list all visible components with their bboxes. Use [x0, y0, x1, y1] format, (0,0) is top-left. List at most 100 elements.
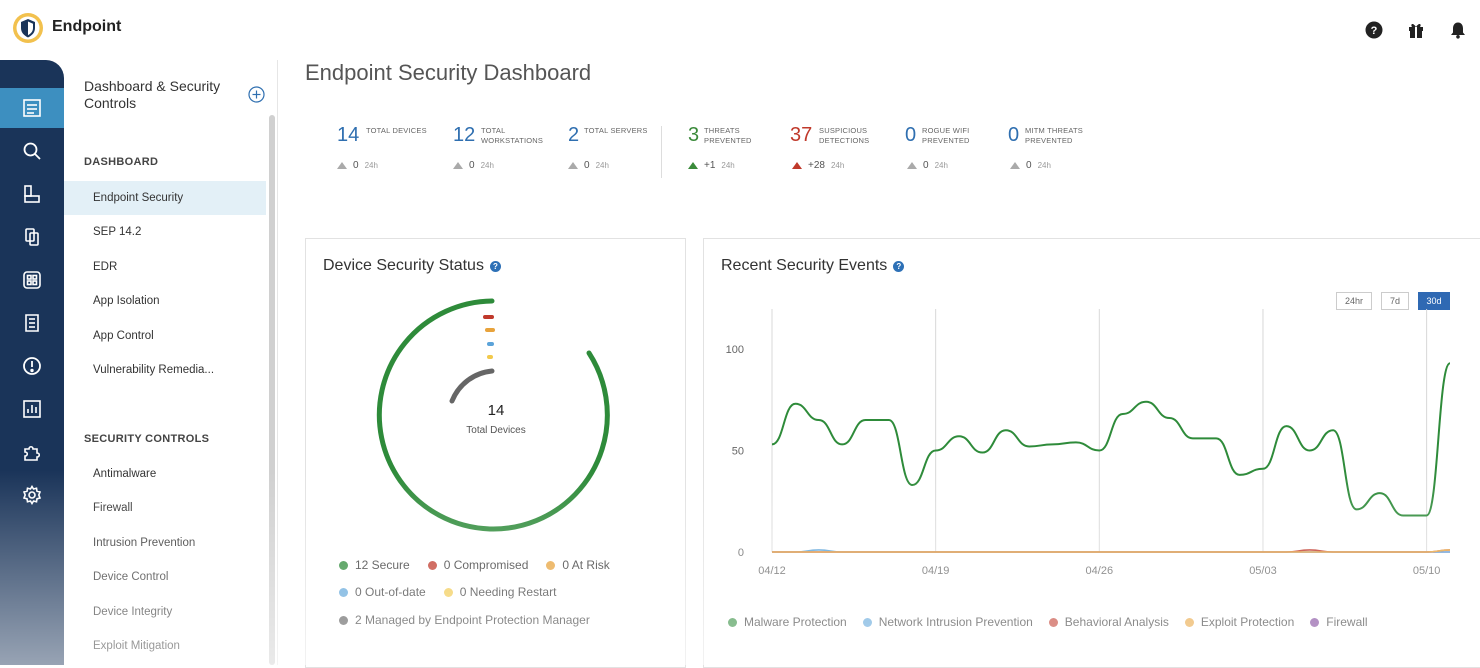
sidebar-section-security-controls: SECURITY CONTROLS [84, 433, 210, 445]
trend-flat-icon [907, 162, 917, 169]
rail-policies[interactable] [0, 217, 64, 257]
trend-up-icon [792, 162, 802, 169]
trend-up-icon [688, 162, 698, 169]
donut-center-label: Total Devices [466, 425, 525, 436]
dot-icon [339, 587, 348, 597]
stat-value: 12 [453, 124, 476, 146]
legend-malware-protection[interactable]: Malware Protection [728, 615, 847, 629]
stat-value: 0 [1008, 124, 1020, 146]
y-tick-label: 100 [726, 344, 744, 356]
reports-icon [25, 314, 39, 332]
help-icon[interactable]: ? [1364, 20, 1384, 40]
dashboard-icon [23, 99, 41, 117]
apps-icon [23, 271, 41, 289]
legend-compromised[interactable]: 0 Compromised [427, 558, 528, 572]
stat-value: 14 [337, 124, 360, 146]
sidebar-item-device-control[interactable]: Device Control [93, 571, 169, 583]
stat-delta: 0 24h [568, 160, 609, 171]
x-tick-label: 04/26 [1086, 565, 1114, 577]
dot-icon [339, 615, 348, 625]
stat-delta: 0 24h [907, 160, 948, 171]
dot-icon [339, 560, 348, 570]
sidebar-item-exploit-mitigation[interactable]: Exploit Mitigation [93, 640, 180, 652]
dot-icon [1184, 617, 1194, 627]
x-tick-label: 05/03 [1249, 565, 1277, 577]
y-tick-label: 50 [732, 446, 744, 458]
help-icon[interactable]: ? [893, 260, 905, 272]
sidebar-item-vulnerability-remediation[interactable]: Vulnerability Remedia... [93, 364, 215, 376]
range-7d-button[interactable]: 7d [1381, 292, 1409, 310]
stat-label: THREATS PREVENTED [704, 126, 752, 145]
series-line-malware-protection[interactable] [771, 362, 1451, 517]
dot-icon [1310, 617, 1320, 627]
gift-icon[interactable] [1406, 20, 1426, 40]
sidebar-item-device-integrity[interactable]: Device Integrity [93, 606, 173, 618]
rail-devices[interactable] [0, 174, 64, 214]
settings-icon [22, 485, 42, 505]
rail-integrations[interactable] [0, 432, 64, 472]
search-icon [23, 142, 41, 160]
x-tick-label: 05/10 [1413, 565, 1441, 577]
x-tick-label: 04/19 [922, 565, 950, 577]
rail-analytics[interactable] [0, 389, 64, 429]
legend-out-of-date[interactable]: 0 Out-of-date [339, 585, 426, 599]
dot-icon [728, 617, 737, 627]
main-content: Endpoint Security Dashboard 14 TOTAL DEV… [279, 58, 1480, 668]
sidebar-item-app-control[interactable]: App Control [93, 330, 154, 342]
device-status-donut: 14 Total Devices [376, 298, 610, 532]
legend-exploit-protection[interactable]: Exploit Protection [1184, 615, 1294, 629]
device-status-title: Device Security Status ? [323, 257, 501, 275]
stat-delta: +1 24h [688, 160, 735, 171]
legend-at-risk[interactable]: 0 At Risk [546, 558, 610, 572]
rail-dashboard[interactable] [0, 88, 64, 128]
sidebar-item-firewall[interactable]: Firewall [93, 502, 133, 514]
device-status-legend-row-2: 0 Out-of-date 0 Needing Restart [339, 585, 556, 599]
add-circle-icon[interactable] [248, 86, 265, 103]
stat-delta: +28 24h [792, 160, 844, 171]
trend-flat-icon [1010, 162, 1020, 169]
dot-icon [427, 560, 437, 570]
rail-alerts[interactable] [0, 346, 64, 386]
help-icon[interactable]: ? [489, 260, 501, 272]
trend-flat-icon [337, 162, 347, 169]
dot-icon [546, 560, 556, 570]
sidebar-title: Dashboard & Security Controls [84, 78, 221, 111]
series-line-exploit-protection[interactable] [772, 549, 1451, 553]
legend-needing-restart[interactable]: 0 Needing Restart [443, 585, 556, 599]
rail-settings[interactable] [0, 475, 64, 515]
sidebar-item-sep[interactable]: SEP 14.2 [93, 226, 142, 238]
sidebar-item-endpoint-security[interactable]: Endpoint Security [64, 181, 266, 215]
stat-value: 37 [790, 124, 813, 146]
events-legend: Malware Protection Network Intrusion Pre… [728, 615, 1368, 629]
sidebar-item-intrusion-prevention[interactable]: Intrusion Prevention [93, 537, 196, 549]
bell-icon[interactable] [1448, 20, 1468, 40]
legend-behavioral-analysis[interactable]: Behavioral Analysis [1048, 615, 1169, 629]
secondary-sidebar: Dashboard & Security Controls DASHBOARD … [64, 60, 278, 665]
stat-label: TOTAL WORKSTATIONS [481, 126, 544, 145]
sidebar-item-antimalware[interactable]: Antimalware [93, 468, 157, 480]
stat-value: 0 [905, 124, 917, 146]
events-title: Recent Security Events ? [721, 257, 905, 275]
sidebar-scrollbar[interactable] [269, 115, 275, 665]
y-tick-label: 0 [738, 547, 744, 559]
sidebar-item-app-isolation[interactable]: App Isolation [93, 295, 160, 307]
stats-divider [661, 126, 662, 178]
stat-delta: 0 24h [1010, 160, 1051, 171]
range-24hr-button[interactable]: 24hr [1336, 292, 1372, 310]
legend-managed[interactable]: 2 Managed by Endpoint Protection Manager [339, 613, 590, 627]
sidebar-item-edr[interactable]: EDR [93, 261, 118, 273]
legend-firewall[interactable]: Firewall [1310, 615, 1368, 629]
rail-apps[interactable] [0, 260, 64, 300]
stat-value: 3 [688, 124, 700, 146]
page-title: Endpoint Security Dashboard [305, 60, 592, 85]
donut-center-value: 14 [488, 402, 505, 419]
legend-network-intrusion-prevention[interactable]: Network Intrusion Prevention [862, 615, 1033, 629]
rail-search[interactable] [0, 131, 64, 171]
range-30d-button[interactable]: 30d [1418, 292, 1450, 310]
legend-secure[interactable]: 12 Secure [339, 558, 410, 572]
rail-reports[interactable] [0, 303, 64, 343]
alerts-icon [23, 357, 41, 375]
device-status-card: Device Security Status ? 14 Total Device… [305, 238, 686, 668]
stat-label: MITM THREATS PREVENTED [1025, 126, 1083, 145]
device-status-legend-row-3: 2 Managed by Endpoint Protection Manager [339, 613, 590, 627]
